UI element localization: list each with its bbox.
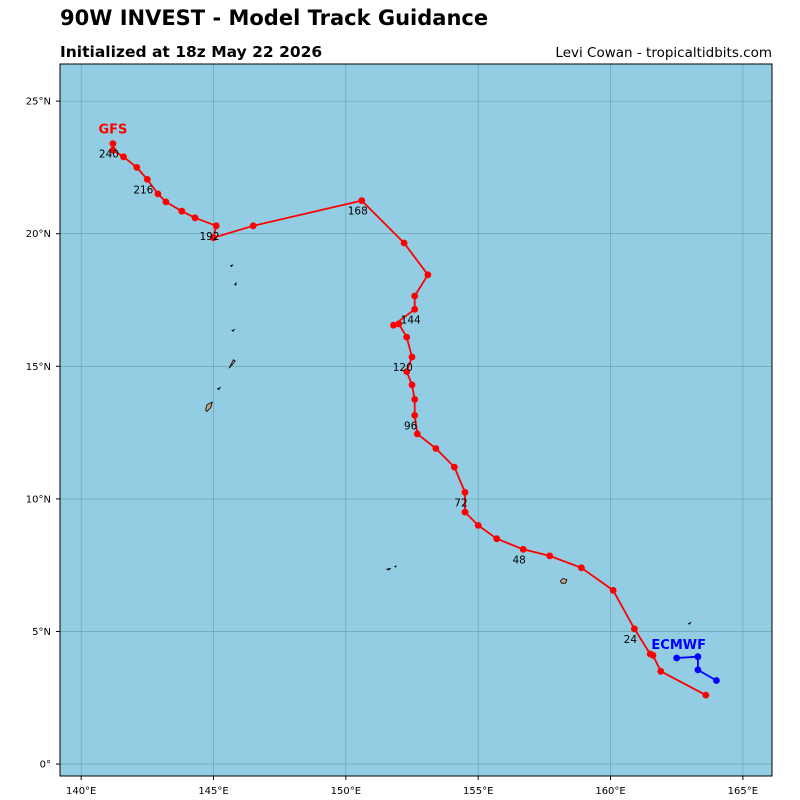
gfs-track-point xyxy=(212,222,220,230)
y-tick-label: 20°N xyxy=(26,229,51,240)
ecmwf-model-label: ECMWF xyxy=(651,638,706,653)
island-shape xyxy=(687,621,692,625)
ecmwf-track-point xyxy=(673,654,681,662)
x-tick-label: 155°E xyxy=(463,786,493,797)
x-tick-label: 150°E xyxy=(331,786,361,797)
gfs-track-point xyxy=(546,552,554,560)
gfs-track-point xyxy=(493,535,501,543)
x-tick-label: 160°E xyxy=(595,786,625,797)
gfs-track-point xyxy=(358,197,366,205)
gfs-track-point xyxy=(120,153,127,161)
gfs-track-point xyxy=(411,396,419,403)
gfs-track-point xyxy=(154,190,162,198)
gfs-track-point xyxy=(411,292,419,300)
gfs-track-point xyxy=(702,691,710,699)
grid-lines xyxy=(60,64,772,776)
gfs-track-point xyxy=(133,164,141,171)
gfs-track-point xyxy=(109,140,117,148)
island-shape xyxy=(393,565,397,568)
gfs-track-point xyxy=(249,222,257,230)
forecast-hour-label: 240 xyxy=(99,149,119,161)
y-tick-label: 10°N xyxy=(26,494,51,505)
gfs-track-point xyxy=(424,271,432,279)
gfs-track-point xyxy=(162,198,170,206)
forecast-hour-label: 216 xyxy=(133,184,153,196)
island-shape xyxy=(385,567,392,571)
forecast-hour-label: 72 xyxy=(454,497,467,509)
gfs-track-point xyxy=(413,430,421,438)
y-tick-label: 25°N xyxy=(26,97,51,108)
credit-text: Levi Cowan - tropicaltidbits.com xyxy=(555,45,772,61)
forecast-hour-label: 168 xyxy=(348,206,368,218)
gfs-track-point xyxy=(403,333,411,341)
gfs-track-point xyxy=(408,353,416,361)
island-shape xyxy=(228,359,236,369)
forecast-hour-label: 96 xyxy=(404,420,418,432)
gfs-track-point xyxy=(191,214,199,222)
gfs-track-point xyxy=(178,207,186,215)
x-tick-label: 140°E xyxy=(66,786,96,797)
ecmwf-track-line xyxy=(676,655,717,682)
map-frame xyxy=(59,63,773,777)
gfs-track-point xyxy=(646,650,654,658)
track-labels: 24 48 72 96 120 144 168 192 216 240 GFS ECMWF xyxy=(98,123,706,653)
gfs-track-point xyxy=(519,545,527,553)
gfs-track-point xyxy=(403,368,411,375)
island-shape xyxy=(231,328,236,332)
gfs-track-point xyxy=(400,239,408,247)
gfs-track-point xyxy=(432,445,440,452)
gfs-track-point xyxy=(210,234,217,242)
page-title: 90W INVEST - Model Track Guidance xyxy=(60,6,489,30)
x-tick-label: 145°E xyxy=(198,786,228,797)
gfs-track-point xyxy=(474,522,482,529)
island-shape xyxy=(230,264,234,268)
gfs-track-point xyxy=(609,587,617,594)
island-shape xyxy=(205,401,213,412)
initialization-subtitle: Initialized at 18z May 22 2026 xyxy=(60,43,323,61)
gfs-track-point xyxy=(395,320,403,328)
gfs-track-point xyxy=(578,564,585,572)
axis-ticks: 140°E 145°E 150°E 155°E 160°E 165°E 0° 5°N 10°N 1… xyxy=(26,97,758,797)
model-tracks xyxy=(109,140,720,699)
gfs-track-point xyxy=(390,321,397,329)
y-tick-label: 5°N xyxy=(32,627,51,638)
island-shape xyxy=(216,386,222,391)
gfs-track-point xyxy=(461,508,469,516)
ecmwf-track-point xyxy=(694,653,702,661)
gfs-model-label: GFS xyxy=(98,123,127,138)
forecast-hour-label: 24 xyxy=(624,634,638,646)
gfs-track-point xyxy=(451,463,458,471)
forecast-hour-label: 120 xyxy=(393,362,413,374)
gfs-track-point xyxy=(411,305,419,313)
gfs-track-point xyxy=(408,381,416,389)
ecmwf-track-point xyxy=(713,677,720,684)
gfs-track-point xyxy=(461,488,469,496)
y-tick-label: 15°N xyxy=(26,362,51,373)
x-tick-label: 165°E xyxy=(728,786,758,797)
island-shape xyxy=(559,577,568,584)
y-tick-label: 0° xyxy=(40,760,51,771)
map-border xyxy=(59,63,773,777)
land-layer xyxy=(205,264,692,625)
gfs-track-point xyxy=(631,625,638,633)
island-shape xyxy=(234,282,237,286)
ecmwf-track-point xyxy=(694,666,702,674)
forecast-hour-label: 192 xyxy=(199,231,219,243)
gfs-track-point xyxy=(657,667,665,675)
gfs-track-point xyxy=(143,176,151,183)
gfs-track-point xyxy=(411,412,419,419)
gfs-track-point xyxy=(109,146,117,154)
forecast-hour-label: 144 xyxy=(401,314,421,326)
forecast-hour-label: 48 xyxy=(513,554,526,566)
